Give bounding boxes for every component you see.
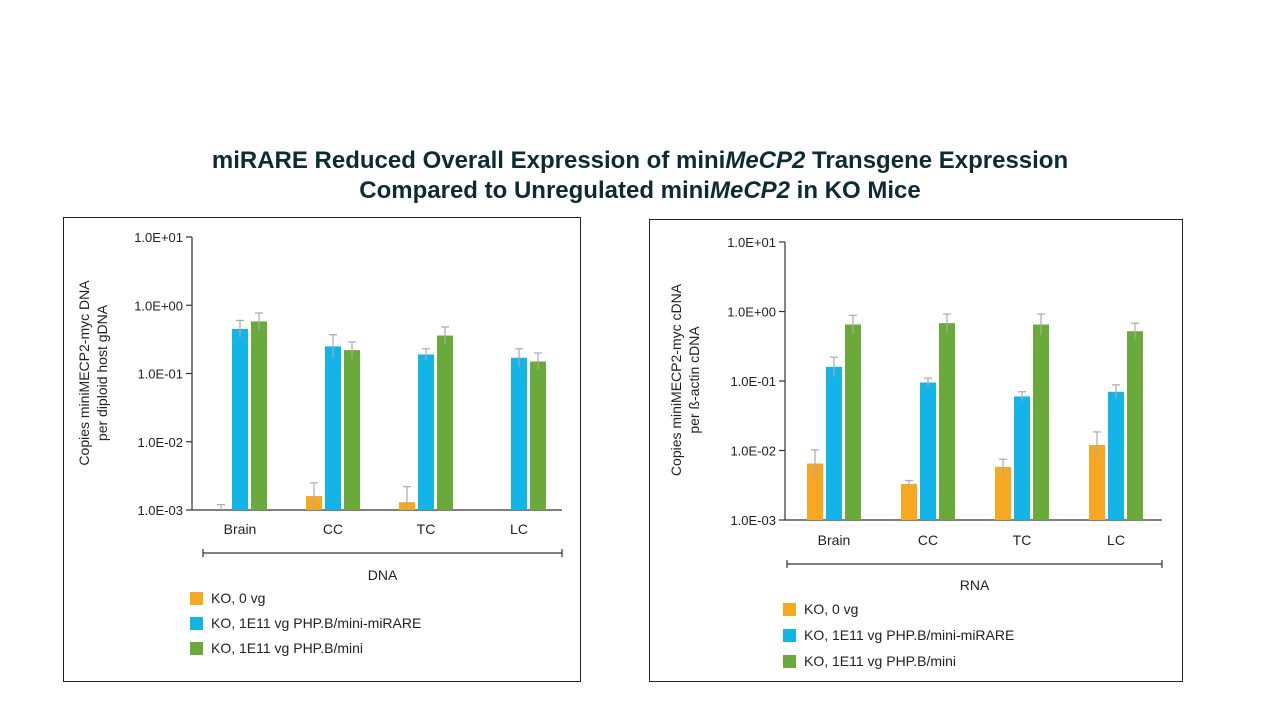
bar-ko-0vg-lc — [1089, 444, 1105, 520]
dna-chart-panel: 1.0E+01 1.0E+00 1.0E-01 1.0E-02 1.0E-03 Copie… — [63, 217, 581, 682]
legend-swatch-mini — [190, 642, 203, 655]
bar-mirare-lc — [1108, 391, 1124, 520]
y-axis-title-line-1: Copies miniMECP2-myc DNA — [76, 280, 92, 466]
legend-label-ko-0vg: KO, 0 vg — [211, 590, 265, 606]
bar-mini-tc — [437, 335, 453, 510]
legend-label-mirare: KO, 1E11 vg PHP.B/mini-miRARE — [211, 615, 421, 631]
legend-label-mirare: KO, 1E11 vg PHP.B/mini-miRARE — [804, 627, 1014, 643]
chart-title: miRARE Reduced Overall Expression of min… — [0, 146, 1280, 206]
y-tick-label: 1.0E+01 — [134, 230, 183, 245]
bar-mirare-tc — [1014, 396, 1030, 520]
y-tick-label: 1.0E-02 — [730, 444, 776, 459]
bar-mini-cc — [344, 350, 360, 510]
title-line-2: Compared to Unregulated miniMeCP2 in KO … — [359, 177, 921, 204]
category-label-tc: TC — [1013, 532, 1032, 548]
legend-swatch-ko-0vg — [783, 603, 796, 616]
dna-chart-svg: 1.0E+01 1.0E+00 1.0E-01 1.0E-02 1.0E-03 Copie… — [76, 230, 563, 656]
legend-swatch-mini — [783, 655, 796, 668]
rna-chart-svg: 1.0E+01 1.0E+00 1.0E-01 1.0E-02 1.0E-03 Copie… — [668, 235, 1163, 669]
legend-label-ko-0vg: KO, 0 vg — [804, 601, 858, 617]
category-label-brain: Brain — [224, 521, 257, 537]
y-tick-label: 1.0E+01 — [727, 235, 776, 250]
y-axis-title-line-1: Copies miniMECP2-myc cDNA — [668, 283, 684, 476]
y-tick-label: 1.0E-03 — [730, 513, 776, 528]
bar-ko-0vg-cc — [901, 483, 917, 520]
bar-mirare-lc — [511, 357, 527, 510]
title-line-1: miRARE Reduced Overall Expression of min… — [211, 147, 1069, 174]
category-label-brain: Brain — [818, 532, 851, 548]
bar-mini-lc — [1127, 331, 1143, 520]
category-label-lc: LC — [1107, 532, 1125, 548]
bar-mirare-tc — [418, 354, 434, 510]
legend-label-mini: KO, 1E11 vg PHP.B/mini — [211, 640, 363, 656]
legend-swatch-mirare — [783, 629, 796, 642]
y-tick-label: 1.0E+00 — [134, 298, 183, 313]
bar-mini-brain — [251, 321, 267, 510]
legend-swatch-mirare — [190, 617, 203, 630]
y-tick-label: 1.0E+00 — [727, 305, 776, 320]
y-tick-label: 1.0E-01 — [137, 367, 183, 382]
group-label: DNA — [368, 567, 398, 583]
legend-label-mini: KO, 1E11 vg PHP.B/mini — [804, 653, 956, 669]
group-label: RNA — [960, 577, 990, 593]
category-label-lc: LC — [510, 521, 528, 537]
bar-ko-0vg-brain — [807, 463, 823, 520]
category-label-cc: CC — [323, 521, 343, 537]
bar-mini-brain — [845, 324, 861, 520]
bar-mini-lc — [530, 361, 546, 510]
y-tick-label: 1.0E-01 — [730, 374, 776, 389]
bar-mirare-cc — [920, 382, 936, 520]
category-label-cc: CC — [918, 532, 938, 548]
bar-mirare-brain — [232, 328, 248, 510]
bar-mirare-cc — [325, 346, 341, 510]
y-tick-label: 1.0E-03 — [137, 503, 183, 518]
bar-mirare-brain — [826, 366, 842, 520]
legend-swatch-ko-0vg — [190, 592, 203, 605]
bar-mini-cc — [939, 323, 955, 520]
y-axis-title-line-2: per ß-actin cDNA — [686, 326, 702, 434]
y-axis-title-line-2: per diploid host gDNA — [94, 304, 110, 441]
category-label-tc: TC — [417, 521, 436, 537]
rna-chart-panel: 1.0E+01 1.0E+00 1.0E-01 1.0E-02 1.0E-03 Copie… — [649, 219, 1183, 682]
y-tick-label: 1.0E-02 — [137, 435, 183, 450]
bar-ko-0vg-tc — [995, 466, 1011, 520]
bar-mini-tc — [1033, 324, 1049, 520]
